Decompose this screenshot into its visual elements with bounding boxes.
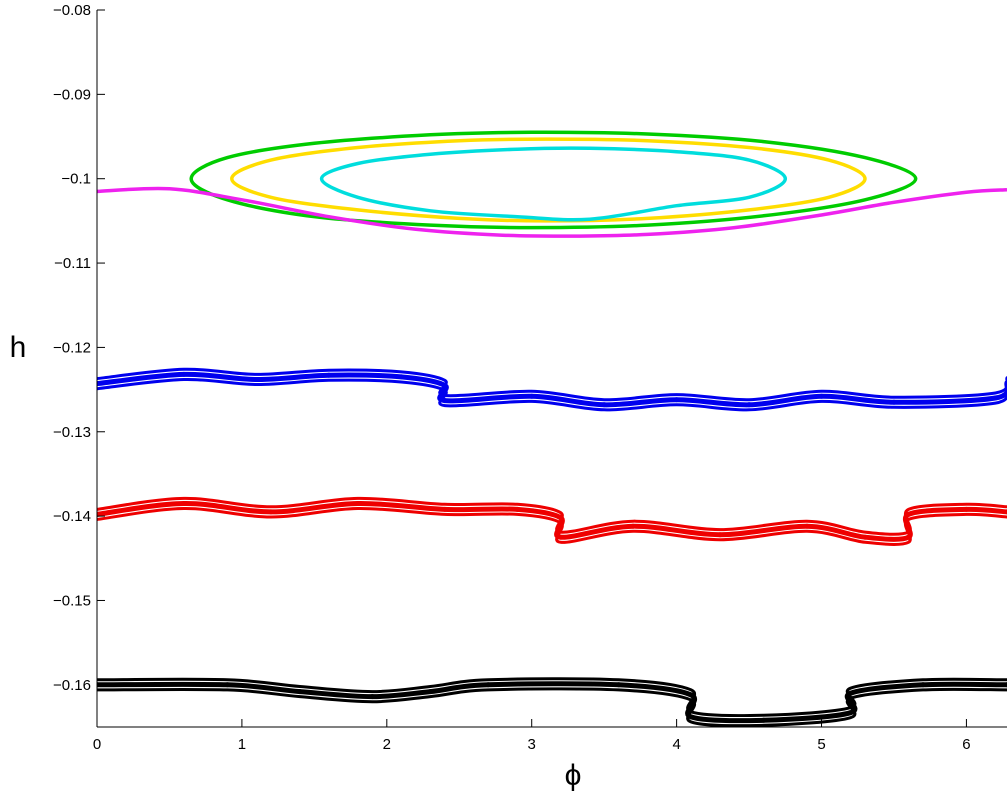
trajectory-strand <box>97 377 1007 412</box>
data-point <box>442 506 448 512</box>
y-tick-label: −0.12 <box>53 339 91 356</box>
series-5 <box>97 496 1007 546</box>
separatrix-curve <box>97 186 1007 238</box>
trajectory-strand <box>97 371 1007 408</box>
data-point <box>558 534 564 540</box>
data-point <box>1004 380 1007 386</box>
data-point <box>369 694 375 700</box>
data-point <box>224 682 230 688</box>
data-point <box>398 374 404 380</box>
y-tick-label: −0.08 <box>53 2 91 19</box>
orbit-curve <box>230 137 867 223</box>
data-point <box>427 689 433 695</box>
trajectory-strand <box>97 496 1007 536</box>
plot-area <box>97 130 1007 727</box>
y-tick-label: −0.09 <box>53 86 91 103</box>
y-tick-label: −0.16 <box>53 677 91 694</box>
x-axis-title: ϕ <box>565 759 582 792</box>
trajectory-strand <box>97 677 1007 718</box>
data-point <box>1004 682 1007 688</box>
series-4 <box>97 367 1007 412</box>
data-point <box>297 689 303 695</box>
data-point <box>630 523 636 529</box>
data-point <box>529 393 535 399</box>
y-tick-label: −0.1 <box>61 171 91 188</box>
axes: −0.08 −0.09 −0.1 −0.11 −0.12 −0.13 −0.14 −0.15 −… <box>53 2 1007 753</box>
x-tick-label: 4 <box>672 736 680 753</box>
data-point <box>442 382 448 388</box>
trajectory-strand <box>97 500 1007 542</box>
data-point <box>558 515 564 521</box>
data-point <box>906 534 911 540</box>
x-tick-label: 2 <box>383 736 391 753</box>
data-point <box>804 523 810 529</box>
data-point <box>97 381 100 387</box>
series-0 <box>189 130 918 230</box>
data-point <box>963 506 969 512</box>
x-tick-label: 1 <box>238 736 246 753</box>
data-point <box>717 532 723 538</box>
x-tick-label: 6 <box>962 736 970 753</box>
data-point <box>906 511 911 517</box>
data-point <box>891 399 897 405</box>
data-point <box>992 395 998 401</box>
data-point <box>674 397 680 403</box>
data-point <box>819 393 824 399</box>
data-point <box>1004 509 1007 515</box>
data-point <box>485 682 491 688</box>
data-point <box>761 717 767 723</box>
y-axis-title: h <box>10 331 27 364</box>
trajectory-strand <box>97 367 1007 402</box>
data-point <box>848 710 853 716</box>
data-point <box>442 398 448 404</box>
data-point <box>253 377 259 382</box>
data-point <box>181 371 187 377</box>
series-6 <box>97 677 1007 727</box>
data-point <box>601 402 607 408</box>
data-point <box>848 690 853 696</box>
x-tick-label: 0 <box>93 736 101 753</box>
data-point <box>862 534 868 540</box>
data-point <box>746 402 752 408</box>
x-tick-label: 5 <box>817 736 825 753</box>
orbit-curve <box>189 130 918 230</box>
y-tick-label: −0.14 <box>53 508 91 525</box>
data-point <box>688 714 694 720</box>
data-point <box>181 501 187 506</box>
orbit-curve <box>319 146 788 222</box>
data-point <box>920 682 926 688</box>
data-point <box>616 682 622 688</box>
series-2 <box>319 146 788 222</box>
y-tick-label: −0.15 <box>53 592 91 609</box>
trajectory-strand <box>97 687 1007 727</box>
data-point <box>688 692 694 698</box>
series-3 <box>97 186 1007 238</box>
data-point <box>326 372 332 378</box>
data-point <box>355 501 361 506</box>
y-tick-label: −0.13 <box>53 424 91 441</box>
data-point <box>514 506 520 512</box>
series-1 <box>230 137 867 223</box>
x-tick-label: 3 <box>528 736 536 753</box>
data-point <box>268 509 274 515</box>
y-tick-label: −0.11 <box>54 255 91 272</box>
